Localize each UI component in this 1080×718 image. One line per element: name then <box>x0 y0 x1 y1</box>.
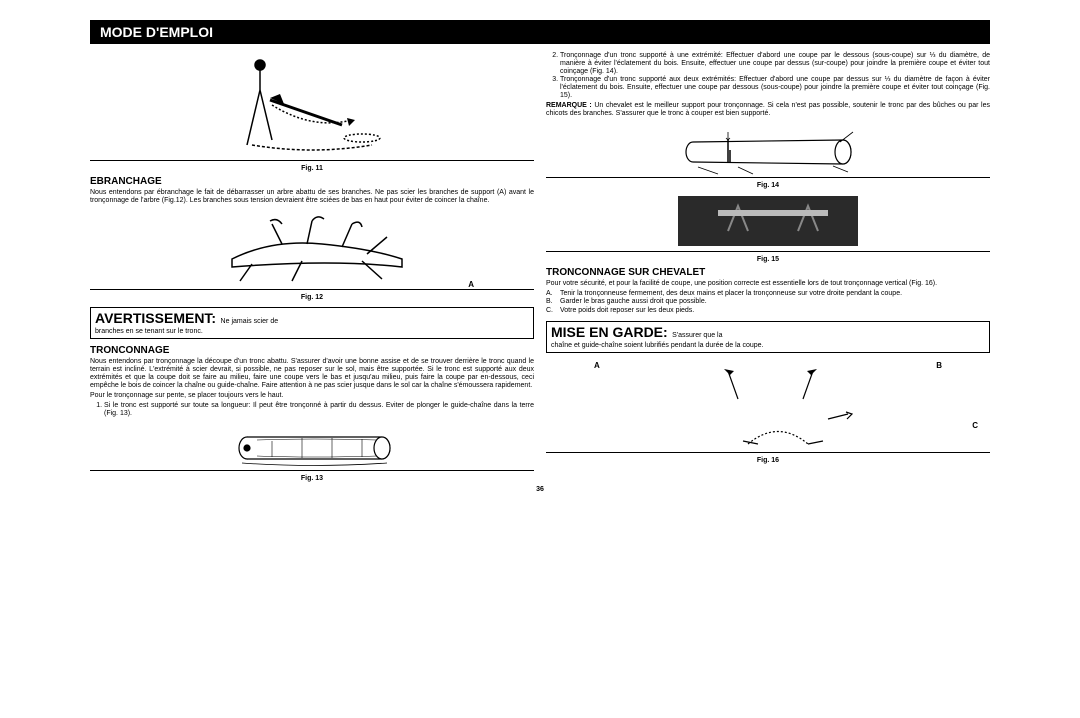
remark-label: REMARQUE : <box>546 102 592 109</box>
tronconnage-item3: Tronçonnage d'un tronc supporté aux deux… <box>560 76 990 100</box>
fig16-tag-c: C <box>972 421 978 430</box>
tronconnage-title: TRONCONNAGE <box>90 345 534 356</box>
ebranchage-title: EBRANCHAGE <box>90 176 534 187</box>
warn2-t2: chaîne et guide-chaîne soient lubrifiés … <box>551 342 985 349</box>
stance-illustration <box>668 359 868 449</box>
tronconnage-pente: Pour le tronçonnage sur pente, se placer… <box>90 392 534 400</box>
chevalet-list: A.Tenir la tronçonneuse fermement, des d… <box>546 290 990 314</box>
tronconnage-item2: Tronçonnage d'un tronc supporté à une ex… <box>560 52 990 76</box>
fig12-caption: Fig. 12 <box>90 294 534 301</box>
warn1-t1: Ne jamais scier de <box>221 318 279 325</box>
chev-b: Garder le bras gauche aussi droit que po… <box>560 298 707 306</box>
limbing-illustration <box>212 209 412 289</box>
figure-14 <box>546 122 990 178</box>
fig16-caption: Fig. 16 <box>546 457 990 464</box>
chev-a: Tenir la tronçonneuse fermement, des deu… <box>560 290 902 298</box>
fig12-tag-a: A <box>468 280 474 289</box>
warning-box-2: MISE EN GARDE: S'assurer que la chaîne e… <box>546 321 990 353</box>
right-column: Tronçonnage d'un tronc supporté à une ex… <box>546 50 990 484</box>
fig16-tag-a: A <box>594 361 600 370</box>
log-illustration-13 <box>212 420 412 470</box>
fig15-caption: Fig. 15 <box>546 256 990 263</box>
tronconnage-list-right: Tronçonnage d'un tronc supporté à une ex… <box>546 52 990 100</box>
fig13-caption: Fig. 13 <box>90 475 534 482</box>
remark-text: Un chevalet est le meilleur support pour… <box>546 102 990 117</box>
ebranchage-text: Nous entendons par ébranchage le fait de… <box>90 189 534 205</box>
document-page: MODE D'EMPLOI <box>90 20 990 493</box>
figure-11 <box>90 50 534 161</box>
two-column-layout: Fig. 11 EBRANCHAGE Nous entendons par éb… <box>90 50 990 484</box>
warn2-title: MISE EN GARDE: <box>551 324 668 340</box>
page-number: 36 <box>90 486 990 493</box>
chevalet-text: Pour votre sécurité, et pour la facilité… <box>546 280 990 288</box>
warn1-title: AVERTISSEMENT: <box>95 310 216 326</box>
figure-12: A <box>90 209 534 290</box>
figure-13 <box>90 420 534 471</box>
fig16-tag-b: B <box>936 361 942 370</box>
tronconnage-list-left: Si le tronc est supporté sur toute sa lo… <box>90 402 534 418</box>
sawhorse-photo <box>668 191 868 251</box>
fig11-caption: Fig. 11 <box>90 165 534 172</box>
figure-16: A B C <box>546 359 990 453</box>
warn1-t2: branches en se tenant sur le tronc. <box>95 328 529 335</box>
remark-block: REMARQUE : Un chevalet est le meilleur s… <box>546 102 990 118</box>
tronconnage-text: Nous entendons par tronçonnage la découp… <box>90 358 534 390</box>
figure-15 <box>546 191 990 252</box>
chainsaw-felling-illustration <box>212 50 412 160</box>
left-column: Fig. 11 EBRANCHAGE Nous entendons par éb… <box>90 50 534 484</box>
fig14-caption: Fig. 14 <box>546 182 990 189</box>
tronconnage-item1: Si le tronc est supporté sur toute sa lo… <box>104 402 534 418</box>
header-bar: MODE D'EMPLOI <box>90 20 990 44</box>
chev-c: Votre poids doit reposer sur les deux pi… <box>560 307 694 315</box>
warn2-t1: S'assurer que la <box>672 332 722 339</box>
chevalet-title: TRONCONNAGE SUR CHEVALET <box>546 267 990 278</box>
warning-box-1: AVERTISSEMENT: Ne jamais scier de branch… <box>90 307 534 339</box>
log-illustration-14 <box>668 122 868 177</box>
